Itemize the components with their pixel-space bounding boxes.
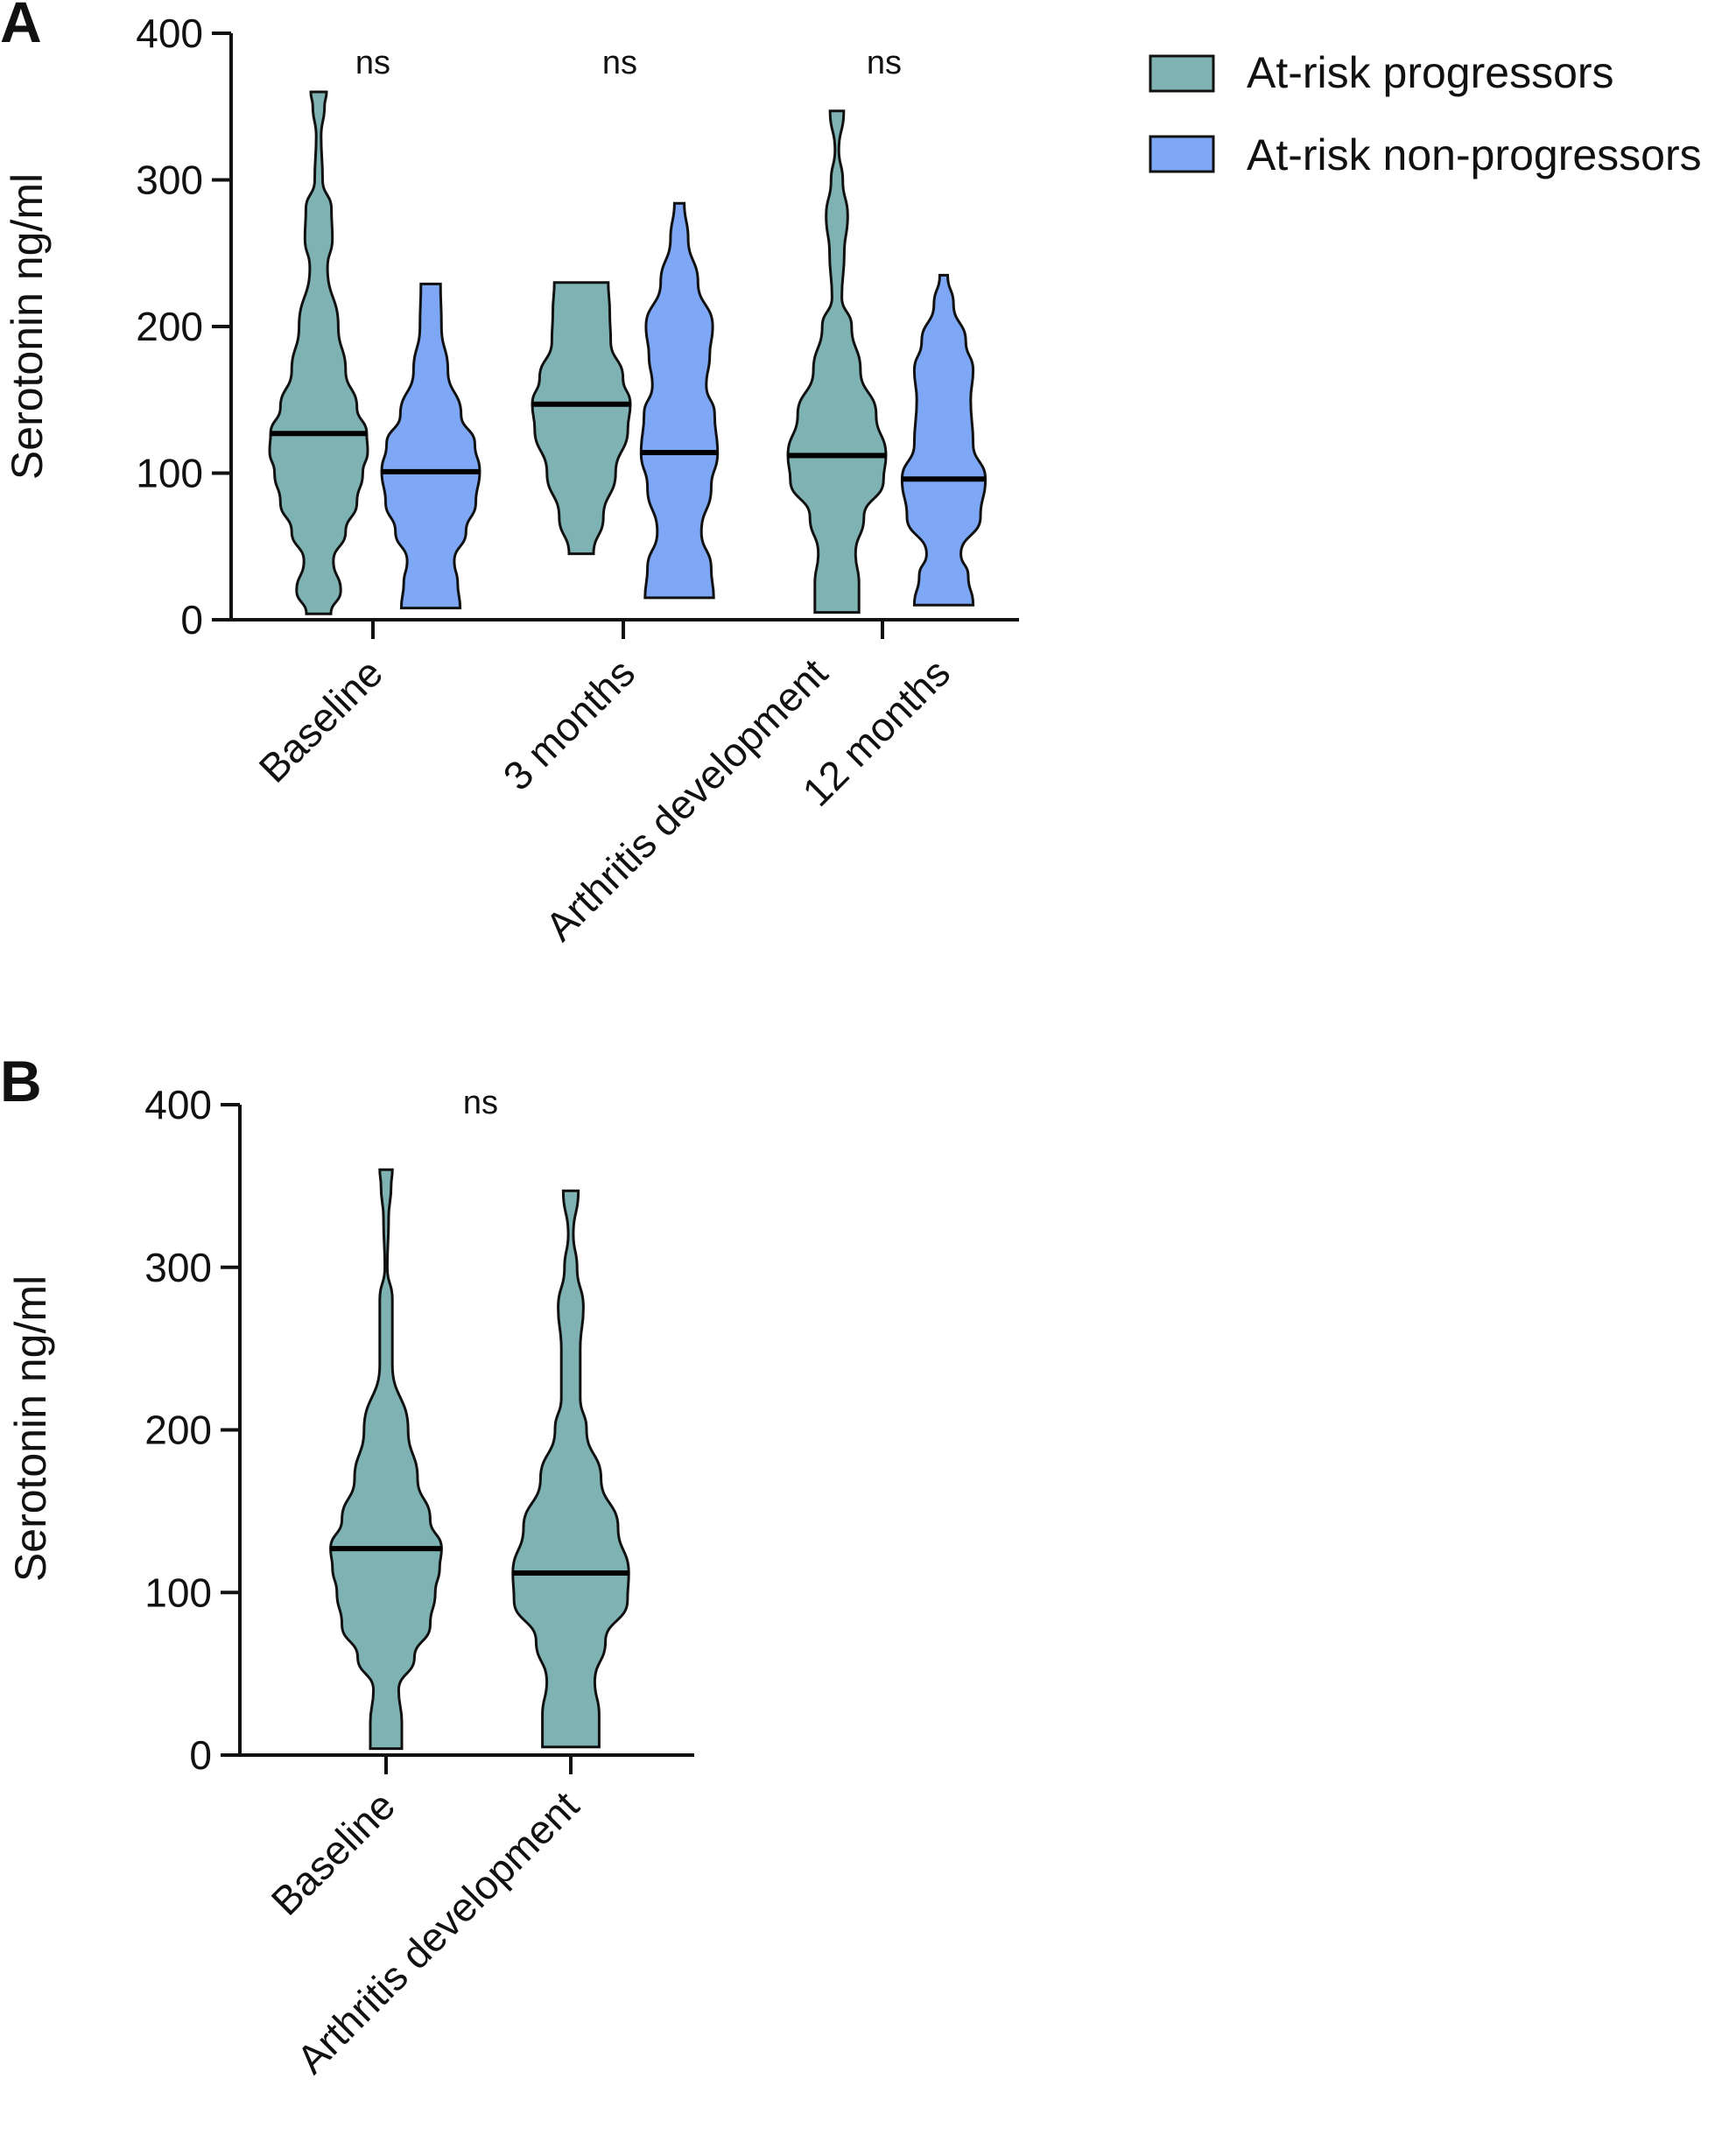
legend-swatch-progressors bbox=[1149, 54, 1215, 93]
legend-swatch-non-progressors bbox=[1149, 135, 1215, 173]
panel-a-violin-baseline-at-risk-progressors bbox=[268, 90, 369, 615]
panel-b-violins bbox=[329, 1168, 630, 1751]
panel-b-axes: 0 100 200 300 400 bbox=[144, 1082, 694, 1778]
panel-b: 0 100 200 300 400 Serotonin ng/ml ns Baselin… bbox=[6, 1082, 694, 2082]
panel-a-sig-1: ns bbox=[355, 45, 390, 81]
panel-b-y-axis-label: Serotonin ng/ml bbox=[6, 1275, 55, 1582]
panel-a-y-tick-label: 100 bbox=[136, 451, 203, 496]
panel-b-y-tick-label: 100 bbox=[144, 1570, 212, 1615]
panel-label-b: B bbox=[0, 1049, 42, 1113]
panel-a-y-tick-label: 200 bbox=[136, 304, 203, 349]
panel-b-violin-baseline-at-risk-progressors bbox=[329, 1168, 443, 1751]
panel-a-y-tick-label: 300 bbox=[136, 158, 203, 203]
panel-b-category-baseline: Baseline bbox=[263, 1782, 404, 1924]
panel-b-y-tick-label: 200 bbox=[144, 1408, 212, 1453]
panel-a-y-tick-label: 0 bbox=[180, 597, 203, 643]
panel-a-y-ticks: 0 100 200 300 400 bbox=[136, 11, 231, 643]
panel-b-sig-1: ns bbox=[463, 1085, 498, 1121]
panel-b-y-ticks: 0 100 200 300 400 bbox=[144, 1082, 240, 1778]
panel-a-y-tick-label: 400 bbox=[136, 11, 203, 56]
panel-b-x-ticks bbox=[384, 1755, 573, 1774]
panel-a-category-baseline: Baseline bbox=[250, 650, 392, 791]
panel-a-sig-3: ns bbox=[867, 45, 902, 81]
panel-a-violin-arthritis-development-at-risk-progressors bbox=[786, 109, 888, 614]
panel-b-y-tick-label: 300 bbox=[144, 1245, 212, 1290]
panel-b-y-tick-label: 0 bbox=[189, 1732, 212, 1778]
panel-a-x-ticks bbox=[371, 620, 884, 639]
panel-a-sig-2: ns bbox=[602, 45, 637, 81]
panel-label-a: A bbox=[0, 0, 42, 54]
panel-a: 0 100 200 300 400 Serotonin ng/ml ns ns ns B… bbox=[3, 11, 1019, 950]
panel-a-violin-12-months-at-risk-non-progressors bbox=[900, 273, 987, 607]
panel-a-violin-3-months-at-risk-progressors bbox=[531, 281, 632, 556]
panel-a-violins bbox=[268, 90, 987, 615]
legend: At-risk progressors At-risk non-progress… bbox=[1149, 48, 1702, 179]
panel-a-axes: 0 100 200 300 400 bbox=[136, 11, 1019, 643]
panel-a-violin-3-months-at-risk-non-progressors bbox=[639, 201, 720, 600]
legend-label-non-progressors: At-risk non-progressors bbox=[1247, 130, 1702, 179]
panel-a-category-3-months: 3 months bbox=[495, 650, 644, 799]
legend-label-progressors: At-risk progressors bbox=[1247, 48, 1614, 97]
panel-b-y-tick-label: 400 bbox=[144, 1082, 212, 1127]
panel-a-y-axis-label: Serotonin ng/ml bbox=[3, 173, 52, 480]
panel-b-violin-arthritis-development-at-risk-progressors bbox=[511, 1189, 630, 1749]
panel-a-violin-baseline-at-risk-non-progressors bbox=[380, 282, 481, 610]
